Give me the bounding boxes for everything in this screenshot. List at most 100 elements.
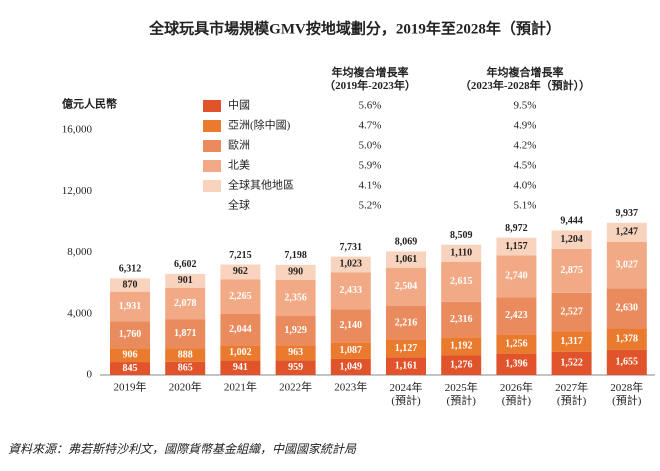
bar-segment (220, 360, 261, 375)
bar-segment (165, 319, 206, 349)
bar-segment (606, 222, 647, 242)
legend-label: 全球 (228, 198, 250, 212)
x-tick-label: 2023年 (334, 380, 367, 394)
x-tick-label: 2020年 (169, 380, 202, 394)
bar-segment (551, 351, 592, 375)
cagr-header: 年均複合增長率（2019年-2023年） (324, 65, 416, 92)
bar-segment (551, 248, 592, 293)
bar-segment (220, 313, 261, 346)
value-label: 959 (288, 362, 303, 373)
value-label: 2,423 (505, 310, 528, 321)
total-label: 7,731 (340, 242, 363, 253)
bar-segment (496, 237, 537, 256)
value-label: 3,027 (616, 259, 639, 270)
x-tick-label: 2022年 (279, 380, 312, 394)
value-label: 941 (233, 362, 248, 373)
value-label: 1,871 (174, 328, 197, 339)
bar-segment (330, 342, 371, 359)
cagr-value: 5.2% (359, 200, 382, 212)
total-label: 7,215 (229, 250, 252, 261)
value-label: 2,615 (450, 276, 473, 287)
total-label: 6,602 (174, 259, 197, 270)
total-label: 9,937 (616, 208, 639, 219)
value-label: 1,127 (395, 343, 418, 354)
cagr-value: 4.0% (514, 180, 537, 192)
bar-segment (386, 357, 426, 375)
bar-segment (220, 345, 261, 361)
value-label: 2,630 (616, 303, 639, 314)
cagr-value: 5.6% (359, 100, 382, 112)
cagr-header: 年均複合增長率（2023年-2028年（預計）） (460, 65, 590, 92)
x-tick-label: 2024年(預計) (390, 380, 423, 407)
bar-segment (606, 328, 647, 350)
bar-segment (275, 360, 316, 375)
bar-segment (551, 331, 592, 352)
y-tick-label: 0 (87, 369, 93, 381)
bar-segment (110, 278, 150, 292)
bar-segment (275, 279, 316, 317)
total-label: 9,444 (560, 216, 583, 227)
bar-segment (275, 316, 316, 346)
x-tick-label: 2021年 (224, 380, 257, 394)
cagr-value: 4.5% (514, 160, 537, 172)
bar-segment (441, 337, 482, 356)
bar-segment (330, 256, 371, 273)
bar-segment (551, 292, 592, 332)
value-label: 1,760 (119, 329, 142, 340)
x-tick-label: 2028年(預計) (610, 380, 643, 407)
value-label: 2,875 (560, 265, 583, 276)
value-label: 1,161 (395, 360, 418, 371)
value-label: 1,204 (560, 234, 583, 245)
bar-segment (220, 279, 261, 314)
value-label: 1,929 (284, 325, 307, 336)
value-label: 1,087 (340, 345, 363, 356)
cagr-value: 4.9% (514, 120, 537, 132)
value-label: 2,140 (340, 320, 363, 331)
x-tick-label: 2025年(預計) (445, 380, 478, 407)
value-label: 2,216 (395, 317, 418, 328)
y-axis-label: 億元人民幣 (62, 97, 117, 111)
bar-segment (275, 345, 316, 361)
value-label: 2,265 (229, 291, 252, 302)
cagr-value: 4.2% (514, 140, 537, 152)
bar-segment (165, 361, 206, 375)
bar-segment (110, 321, 150, 349)
value-label: 888 (178, 349, 193, 360)
value-label: 1,655 (616, 357, 639, 368)
bar-segment (110, 291, 150, 322)
bar-segment (386, 251, 426, 268)
value-label: 1,061 (395, 254, 418, 265)
cagr-value: 4.7% (359, 120, 382, 132)
value-label: 1,317 (560, 336, 583, 347)
bar-segment (606, 241, 647, 289)
bar-segment (110, 362, 150, 375)
bar-segment (441, 301, 482, 338)
y-tick-label: 16,000 (62, 124, 93, 136)
bar-segment (496, 297, 537, 335)
bar-segment (220, 264, 261, 280)
bar-segment (165, 273, 206, 288)
x-tick-label: 2027年(預計) (555, 380, 588, 407)
cagr-value: 9.5% (514, 100, 537, 112)
bar-segment (386, 267, 426, 307)
chart-title: 全球玩具市場規模GMV按地域劃分，2019年至2028年（預計） (148, 19, 561, 37)
value-label: 1,247 (616, 227, 639, 238)
value-label: 1,002 (229, 347, 252, 358)
cagr-value: 5.9% (359, 160, 382, 172)
legend-label: 全球其他地區 (228, 178, 294, 192)
legend-swatch (203, 120, 221, 132)
bar-segment (441, 355, 482, 375)
value-label: 2,356 (284, 292, 307, 303)
legend-swatch (203, 140, 221, 152)
total-label: 7,198 (284, 250, 307, 261)
bar-segment (551, 230, 592, 249)
value-label: 2,740 (505, 271, 528, 282)
y-tick-label: 4,000 (67, 307, 92, 319)
bar-segment (386, 306, 426, 340)
value-label: 2,504 (395, 281, 418, 292)
y-tick-label: 12,000 (62, 185, 93, 197)
bar-segment (275, 264, 316, 280)
value-label: 2,527 (560, 306, 583, 317)
value-label: 1,192 (450, 341, 473, 352)
